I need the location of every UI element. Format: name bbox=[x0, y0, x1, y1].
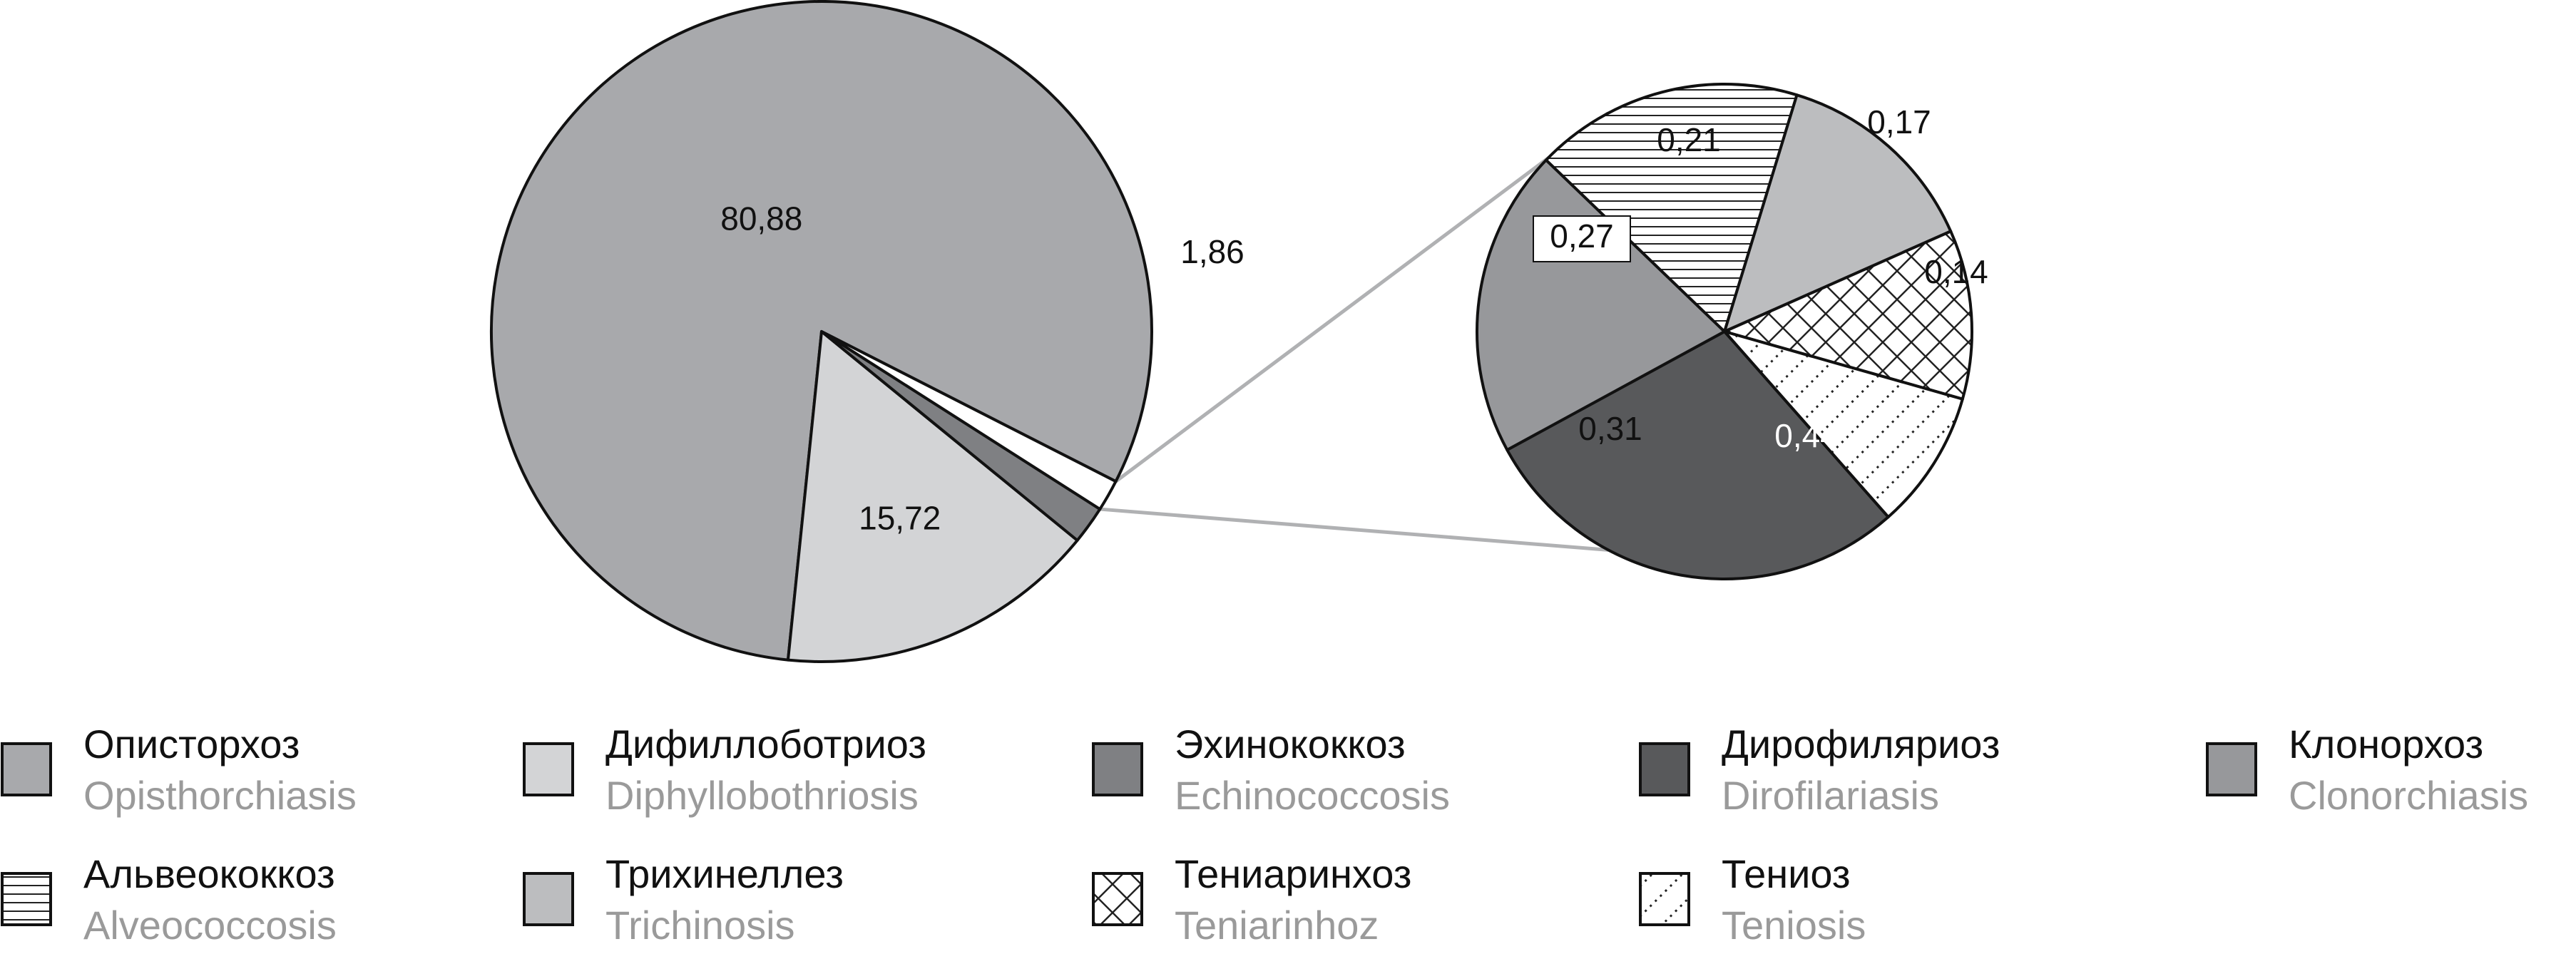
legend-label-en: Teniosis bbox=[1722, 903, 1866, 948]
legend-item-trichinosis: Трихинеллез Trichinosis bbox=[523, 851, 844, 948]
legend-label-ru: Тениаринхоз bbox=[1175, 851, 1411, 896]
legend-label-en: Diphyllobothriosis bbox=[605, 773, 919, 818]
legend-label-en: Opisthorchiasis bbox=[83, 773, 357, 818]
legend-label-ru: Эхинококкоз bbox=[1175, 722, 1406, 766]
slice-label-дифиллоботриоз: 15,72 bbox=[859, 499, 941, 536]
slice-label-тениаринхоз: 0,17 bbox=[1867, 103, 1931, 140]
slice-label-альвеококкоз: 0,27 bbox=[1550, 217, 1614, 255]
pie-slice-альвеококкоз bbox=[1544, 83, 1799, 333]
connector-line-top bbox=[1115, 111, 1610, 483]
legend-item-diphyllobothriosis: Дифиллоботриоз Diphyllobothriosis bbox=[523, 722, 926, 818]
legend-label-ru: Описторхоз bbox=[83, 722, 300, 766]
legend-label-en: Teniarinhoz bbox=[1175, 903, 1379, 948]
slice-label-эхинококкоз: 1,86 bbox=[1180, 233, 1244, 270]
connector-line-bottom bbox=[1100, 507, 1609, 552]
legend-item-echinococcosis: Эхинококкоз Echinococcosis bbox=[1092, 722, 1450, 818]
detail-pie: 0,21 0,17 0,14 0,44 0,31 0,27 bbox=[1476, 83, 1988, 580]
zoom-connector-lines bbox=[1100, 111, 1610, 552]
legend: Описторхоз Opisthorchiasis Дифиллоботриоз D… bbox=[1, 722, 2528, 948]
slice-label-box bbox=[1533, 215, 1631, 262]
pie-slice-тениоз bbox=[1723, 330, 1964, 519]
legend-item-teniarinhoz: Тениаринхоз Teniarinhoz bbox=[1092, 851, 1411, 948]
slice-label-описторхоз: 80,88 bbox=[720, 200, 802, 237]
legend-label-ru: Альвеококкоз bbox=[83, 851, 335, 896]
legend-label-en: Echinococcosis bbox=[1175, 773, 1450, 818]
legend-item-dirofilariasis: Дирофиляриоз Dirofilariasis bbox=[1639, 722, 2000, 818]
legend-label-ru: Тениоз bbox=[1722, 851, 1851, 896]
legend-swatch bbox=[1639, 872, 1690, 926]
pie-slice-дифиллоботриоз bbox=[786, 330, 1079, 663]
legend-label-ru: Трихинеллез bbox=[605, 851, 844, 896]
legend-item-teniosis: Тениоз Teniosis bbox=[1639, 851, 1866, 948]
legend-swatch bbox=[1092, 742, 1143, 796]
legend-swatch bbox=[523, 742, 574, 796]
slice-label-клонорхоз: 0,31 bbox=[1578, 410, 1642, 447]
legend-label-ru: Дирофиляриоз bbox=[1722, 722, 2000, 766]
legend-label-ru: Дифиллоботриоз bbox=[605, 722, 926, 766]
legend-swatch bbox=[1639, 742, 1690, 796]
pie-slice-прочие bbox=[820, 330, 1118, 511]
legend-label-en: Dirofilariasis bbox=[1722, 773, 1939, 818]
slice-label-тениоз: 0,14 bbox=[1924, 253, 1988, 290]
slice-label-дирофиляриоз: 0,44 bbox=[1774, 417, 1839, 454]
legend-item-clonorchiasis: Клонорхоз Clonorchiasis bbox=[2206, 722, 2528, 818]
legend-swatch bbox=[1, 742, 52, 796]
pie-slice-трихинеллез bbox=[1723, 93, 1953, 333]
legend-label-ru: Клонорхоз bbox=[2289, 722, 2483, 766]
pie-slice-тениаринхоз bbox=[1723, 230, 1973, 401]
slice-label-трихинеллез: 0,21 bbox=[1657, 121, 1721, 158]
pie-slice-дирофиляриоз bbox=[1506, 330, 1890, 580]
legend-label-en: Trichinosis bbox=[605, 903, 795, 948]
legend-label-en: Clonorchiasis bbox=[2289, 773, 2528, 818]
legend-swatch bbox=[523, 872, 574, 926]
legend-item-alveococcosis: Альвеококкоз Alveococcosis bbox=[1, 851, 337, 948]
legend-item-opisthorchiasis: Описторхоз Opisthorchiasis bbox=[1, 722, 357, 818]
legend-label-en: Alveococcosis bbox=[83, 903, 337, 948]
legend-swatch bbox=[2206, 742, 2257, 796]
legend-swatch bbox=[1, 872, 52, 926]
legend-swatch bbox=[1092, 872, 1143, 926]
main-pie: 80,88 15,72 1,86 bbox=[490, 0, 1244, 663]
